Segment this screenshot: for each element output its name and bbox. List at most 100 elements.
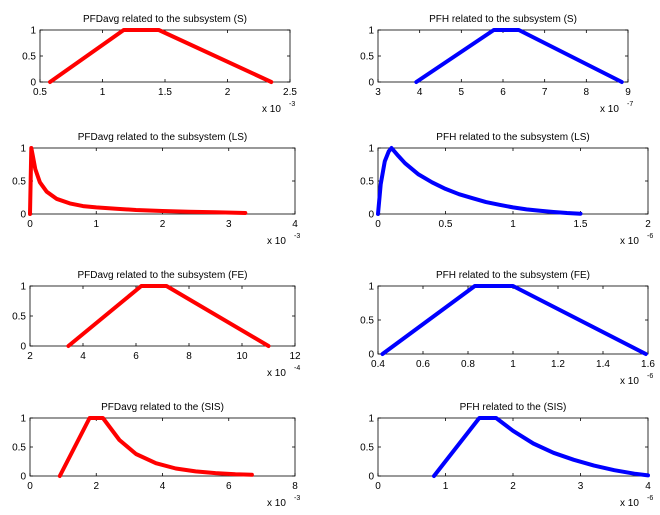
y-tick-label: 0 bbox=[368, 472, 374, 483]
x-exponent: -6 bbox=[647, 495, 653, 502]
series-line bbox=[28, 146, 248, 216]
x-tick-label: 0 bbox=[375, 219, 381, 230]
x-tick-label: 6 bbox=[226, 481, 232, 492]
subplot-title: PFDavg related to the (SIS) bbox=[101, 402, 224, 413]
x-tick-label: 1 bbox=[510, 359, 516, 370]
y-tick-label: 1 bbox=[368, 26, 374, 37]
x-tick-label: 0.6 bbox=[416, 359, 430, 370]
x-tick-label: 1 bbox=[100, 87, 106, 98]
x-tick-label: 3 bbox=[375, 87, 381, 98]
x-tick-label: 2 bbox=[160, 219, 166, 230]
x-tick-label: 2.5 bbox=[283, 87, 297, 98]
subplot-title: PFDavg related to the subsystem (LS) bbox=[78, 132, 248, 143]
x-tick-label: 1.6 bbox=[641, 359, 655, 370]
x-multiplier: x 10 bbox=[267, 236, 286, 247]
x-tick-label: 0 bbox=[27, 481, 33, 492]
y-tick-label: 0 bbox=[20, 210, 26, 221]
series-line bbox=[414, 28, 624, 84]
x-multiplier: x 10 bbox=[620, 376, 639, 387]
subplot-7: PFDavg related to the (SIS) 0 2 4 6 8 0 0.5 1 x 1… bbox=[12, 402, 300, 509]
y-tick-label: 1 bbox=[368, 144, 374, 155]
series-line bbox=[380, 284, 648, 356]
x-tick-label: 1 bbox=[443, 481, 449, 492]
x-tick-label: 6 bbox=[133, 351, 139, 362]
x-tick-label: 4 bbox=[160, 481, 166, 492]
x-tick-label: 4 bbox=[292, 219, 298, 230]
y-tick-label: 0.5 bbox=[360, 443, 374, 454]
x-tick-label: 2 bbox=[645, 219, 651, 230]
x-multiplier: x 10 bbox=[620, 236, 639, 247]
y-tick-label: 1 bbox=[20, 414, 26, 425]
x-tick-label: 3 bbox=[226, 219, 232, 230]
x-tick-label: 1.5 bbox=[158, 87, 172, 98]
y-tick-label: 1 bbox=[368, 282, 374, 293]
subplot-title: PFH related to the (SIS) bbox=[460, 402, 567, 413]
x-tick-label: 4 bbox=[645, 481, 651, 492]
x-tick-label: 0.4 bbox=[371, 359, 385, 370]
y-tick-label: 1 bbox=[20, 282, 26, 293]
x-exponent: -4 bbox=[294, 365, 300, 372]
y-tick-label: 0.5 bbox=[22, 52, 36, 63]
x-tick-label: 0.5 bbox=[439, 219, 453, 230]
subplot-6: PFH related to the subsystem (FE) 0.4 0.6 0… bbox=[360, 270, 655, 387]
x-exponent: -3 bbox=[289, 101, 295, 108]
subplot-title: PFDavg related to the subsystem (S) bbox=[83, 14, 247, 25]
subplot-4: PFH related to the subsystem (LS) 0 0.5 1 1.… bbox=[360, 132, 653, 247]
subplot-title: PFH related to the subsystem (S) bbox=[429, 14, 577, 25]
x-multiplier: x 10 bbox=[262, 104, 281, 115]
subplot-title: PFDavg related to the subsystem (FE) bbox=[77, 270, 247, 281]
x-tick-label: 2 bbox=[27, 351, 33, 362]
y-tick-label: 0.5 bbox=[12, 312, 26, 323]
y-tick-label: 0 bbox=[30, 78, 36, 89]
x-tick-label: 0 bbox=[27, 219, 33, 230]
series-line bbox=[66, 284, 271, 348]
x-tick-label: 6 bbox=[500, 87, 506, 98]
x-tick-label: 0.5 bbox=[33, 87, 47, 98]
y-tick-label: 0.5 bbox=[12, 177, 26, 188]
y-tick-label: 1 bbox=[368, 414, 374, 425]
y-tick-label: 0 bbox=[20, 472, 26, 483]
axes-frame bbox=[377, 147, 649, 215]
y-tick-label: 0.5 bbox=[360, 316, 374, 327]
series-line bbox=[432, 416, 650, 478]
subplot-5: PFDavg related to the subsystem (FE) 2 4 6 8… bbox=[12, 270, 301, 379]
x-tick-label: 4 bbox=[80, 351, 86, 362]
x-tick-label: 4 bbox=[417, 87, 423, 98]
x-exponent: -7 bbox=[627, 101, 633, 108]
x-tick-label: 1 bbox=[510, 219, 516, 230]
y-tick-label: 0 bbox=[368, 78, 374, 89]
axes-frame bbox=[377, 285, 649, 355]
x-multiplier: x 10 bbox=[600, 104, 619, 115]
axes-frame bbox=[29, 417, 296, 477]
x-tick-label: 8 bbox=[584, 87, 590, 98]
x-tick-label: 0 bbox=[375, 481, 381, 492]
x-tick-label: 0.8 bbox=[461, 359, 475, 370]
y-tick-label: 0 bbox=[368, 210, 374, 221]
axes-frame bbox=[377, 29, 629, 83]
series-line bbox=[57, 416, 254, 478]
x-tick-label: 12 bbox=[289, 351, 301, 362]
x-tick-label: 1 bbox=[93, 219, 99, 230]
series-line bbox=[376, 146, 583, 216]
y-tick-label: 0.5 bbox=[360, 52, 374, 63]
y-tick-label: 0 bbox=[20, 342, 26, 353]
x-tick-label: 10 bbox=[236, 351, 248, 362]
x-multiplier: x 10 bbox=[620, 498, 639, 509]
x-tick-label: 7 bbox=[542, 87, 548, 98]
x-tick-label: 2 bbox=[510, 481, 516, 492]
x-multiplier: x 10 bbox=[267, 368, 286, 379]
subplot-2: PFH related to the subsystem (S) 3 4 5 6 7 8 9 0… bbox=[360, 14, 633, 115]
x-tick-label: 1.2 bbox=[551, 359, 565, 370]
x-tick-label: 3 bbox=[578, 481, 584, 492]
x-exponent: -3 bbox=[294, 233, 300, 240]
subplot-1: PFDavg related to the subsystem (S) 0.5 1 1… bbox=[22, 14, 297, 115]
subplot-8: PFH related to the (SIS) 0 1 2 3 4 0 0.5 1 x 10 -6 bbox=[360, 402, 653, 509]
y-tick-label: 0.5 bbox=[360, 177, 374, 188]
x-exponent: -6 bbox=[647, 373, 653, 380]
y-tick-label: 1 bbox=[30, 26, 36, 37]
x-tick-label: 8 bbox=[292, 481, 298, 492]
x-multiplier: x 10 bbox=[267, 498, 286, 509]
series-line bbox=[48, 28, 274, 84]
x-tick-label: 8 bbox=[186, 351, 192, 362]
y-tick-label: 0.5 bbox=[12, 443, 26, 454]
